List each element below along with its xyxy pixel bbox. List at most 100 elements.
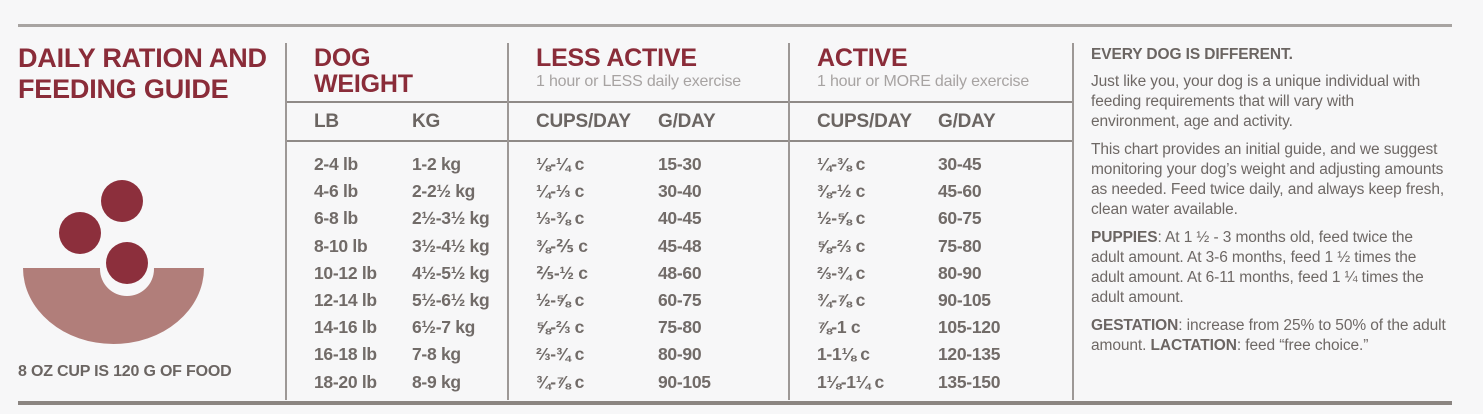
active-column-headers: CUPS/DAY G/DAY [790,103,1072,142]
less-active-row: ⅔-¾ c 80-90 [536,341,788,368]
less-active-subtitle: 1 hour or LESS daily exercise [536,73,741,90]
active-row: ¼-⅜ c 30-45 [817,151,1072,178]
cell-la-cups: ⅔-¾ c [536,344,585,365]
cell-la-g: 48-60 [658,262,702,283]
weight-row: 16-18 lb 7-8 kg [314,341,507,368]
page-title: DAILY RATION AND FEEDING GUIDE [18,43,285,104]
cell-a-cups: ⅞-1 c [817,317,861,338]
bottom-divider-rule [18,401,1452,405]
food-bowl-with-kibble-icon [20,178,285,351]
cell-a-cups: ¼-⅜ c [817,154,866,174]
cell-a-cups: ⅔-¾ c [817,262,866,283]
cell-lb: 4-6 lb [314,181,358,202]
cell-lb: 6-8 lb [314,208,358,229]
cell-lb: 18-20 lb [314,371,377,392]
active-title: ACTIVE [817,44,908,72]
dog-weight-column-headers: LB KG [287,103,507,142]
cell-la-cups: ⅛-¼ c [536,154,585,174]
cell-kg: 1-2 kg [412,154,461,174]
cell-kg: 8-9 kg [412,371,461,392]
active-subtitle: 1 hour or MORE daily exercise [817,73,1030,90]
cell-la-cups: ⅖-½ c [536,262,588,283]
col-header-cups-day: CUPS/DAY [817,110,912,132]
cell-a-g: 30-45 [938,154,982,174]
cell-lb: 10-12 lb [314,262,377,283]
cell-a-g: 105-120 [938,317,1001,338]
puppies-label: PUPPIES [1091,229,1158,246]
active-header: ACTIVE 1 hour or MORE daily exercise [790,43,1072,103]
cell-la-cups: ¼-⅓ c [536,181,585,202]
cell-lb: 8-10 lb [314,235,368,256]
active-row: ½-⅝ c 60-75 [817,205,1072,232]
cell-la-g: 30-40 [658,181,702,202]
cell-kg: 6½-7 kg [412,317,476,338]
cell-kg: 2-2½ kg [412,181,476,202]
less-active-row: ⅜-⅖ c 45-48 [536,233,788,260]
weight-row: 4-6 lb 2-2½ kg [314,178,507,205]
cell-la-g: 80-90 [658,344,702,365]
intro-column: DAILY RATION AND FEEDING GUIDE 8 OZ CUP … [18,43,285,400]
weight-row: 2-4 lb 1-2 kg [314,151,507,178]
col-header-kg: KG [412,110,441,132]
dog-weight-rows: 2-4 lb 1-2 kg 4-6 lb 2-2½ kg 6-8 lb 2½-3½ kg 8… [287,142,507,396]
cell-a-g: 120-135 [938,344,1001,365]
cell-la-cups: ⅜-⅖ c [536,235,588,256]
less-active-header: LESS ACTIVE 1 hour or LESS daily exercis… [509,43,788,103]
active-row: 1-1⅛ c 120-135 [817,341,1072,368]
cell-kg: 2½-3½ kg [412,208,490,229]
feeding-guide-sheet: DAILY RATION AND FEEDING GUIDE 8 OZ CUP … [18,43,1452,400]
cell-lb: 2-4 lb [314,154,358,174]
cell-kg: 5½-6½ kg [412,290,490,311]
note-initial-guide: This chart provides an initial guide, an… [1091,141,1445,218]
note-puppies: PUPPIES: At 1 ½ - 3 months old, feed twi… [1091,228,1446,308]
cell-la-cups: ⅓-⅜ c [536,208,585,229]
cell-la-g: 90-105 [658,371,711,392]
cell-kg: 3½-4½ kg [412,235,490,256]
dog-weight-title-line1: DOG [314,44,371,72]
less-active-row: ¾-⅞ c 90-105 [536,369,788,396]
less-active-column-headers: CUPS/DAY G/DAY [509,103,788,142]
cell-a-g: 45-60 [938,181,982,202]
less-active-row: ⅝-⅔ c 75-80 [536,314,788,341]
cell-lb: 16-18 lb [314,344,377,365]
lactation-text: : feed “free choice.” [1236,337,1369,354]
cell-a-g: 135-150 [938,371,1001,392]
weight-row: 10-12 lb 4½-5½ kg [314,260,507,287]
cell-a-g: 75-80 [938,235,982,256]
less-active-row: ⅓-⅜ c 40-45 [536,205,788,232]
active-row: ⅜-½ c 45-60 [817,178,1072,205]
cell-lb: 14-16 lb [314,317,377,338]
active-row: ⅝-⅔ c 75-80 [817,233,1072,260]
dog-weight-title-line2: WEIGHT [314,70,413,98]
cell-la-g: 75-80 [658,317,702,338]
weight-row: 12-14 lb 5½-6½ kg [314,287,507,314]
less-active-row: ¼-⅓ c 30-40 [536,178,788,205]
active-row: ⅔-¾ c 80-90 [817,260,1072,287]
cell-a-g: 60-75 [938,208,982,229]
dog-weight-header: DOG WEIGHT [287,43,507,103]
weight-row: 14-16 lb 6½-7 kg [314,314,507,341]
page-title-line2: FEEDING GUIDE [18,73,229,104]
note-gestation-lactation: GESTATION: increase from 25% to 50% of t… [1091,316,1446,356]
gestation-text: : increase from 25% to 50% of the adult … [1091,317,1446,354]
cell-kg: 4½-5½ kg [412,262,490,283]
note-individuality: Just like you, your dog is a unique indi… [1091,73,1421,130]
cell-a-cups: 1-1⅛ c [817,344,870,365]
less-active-section: LESS ACTIVE 1 hour or LESS daily exercis… [507,43,788,400]
cell-a-cups: 1⅛-1¼ c [817,371,884,392]
active-row: 1⅛-1¼ c 135-150 [817,369,1072,396]
dog-weight-section: DOG WEIGHT LB KG 2-4 lb 1-2 kg 4-6 lb 2-2½ … [285,43,507,400]
less-active-title: LESS ACTIVE [536,44,697,72]
cell-la-cups: ⅝-⅔ c [536,317,585,338]
puppies-text: : At 1 ½ - 3 months old, feed twice the … [1091,229,1424,306]
cell-a-cups: ¾-⅞ c [817,290,866,311]
top-divider-rule [18,24,1452,27]
cell-a-cups: ⅜-½ c [817,181,866,202]
less-active-row: ⅛-¼ c 15-30 [536,151,788,178]
cell-kg: 7-8 kg [412,344,461,365]
notes-heading: EVERY DOG IS DIFFERENT. [1091,46,1293,63]
cell-a-g: 80-90 [938,262,982,283]
cell-la-g: 60-75 [658,290,702,311]
notes-column: EVERY DOG IS DIFFERENT. Just like you, y… [1072,43,1452,400]
dog-weight-title: DOG WEIGHT [314,45,507,97]
